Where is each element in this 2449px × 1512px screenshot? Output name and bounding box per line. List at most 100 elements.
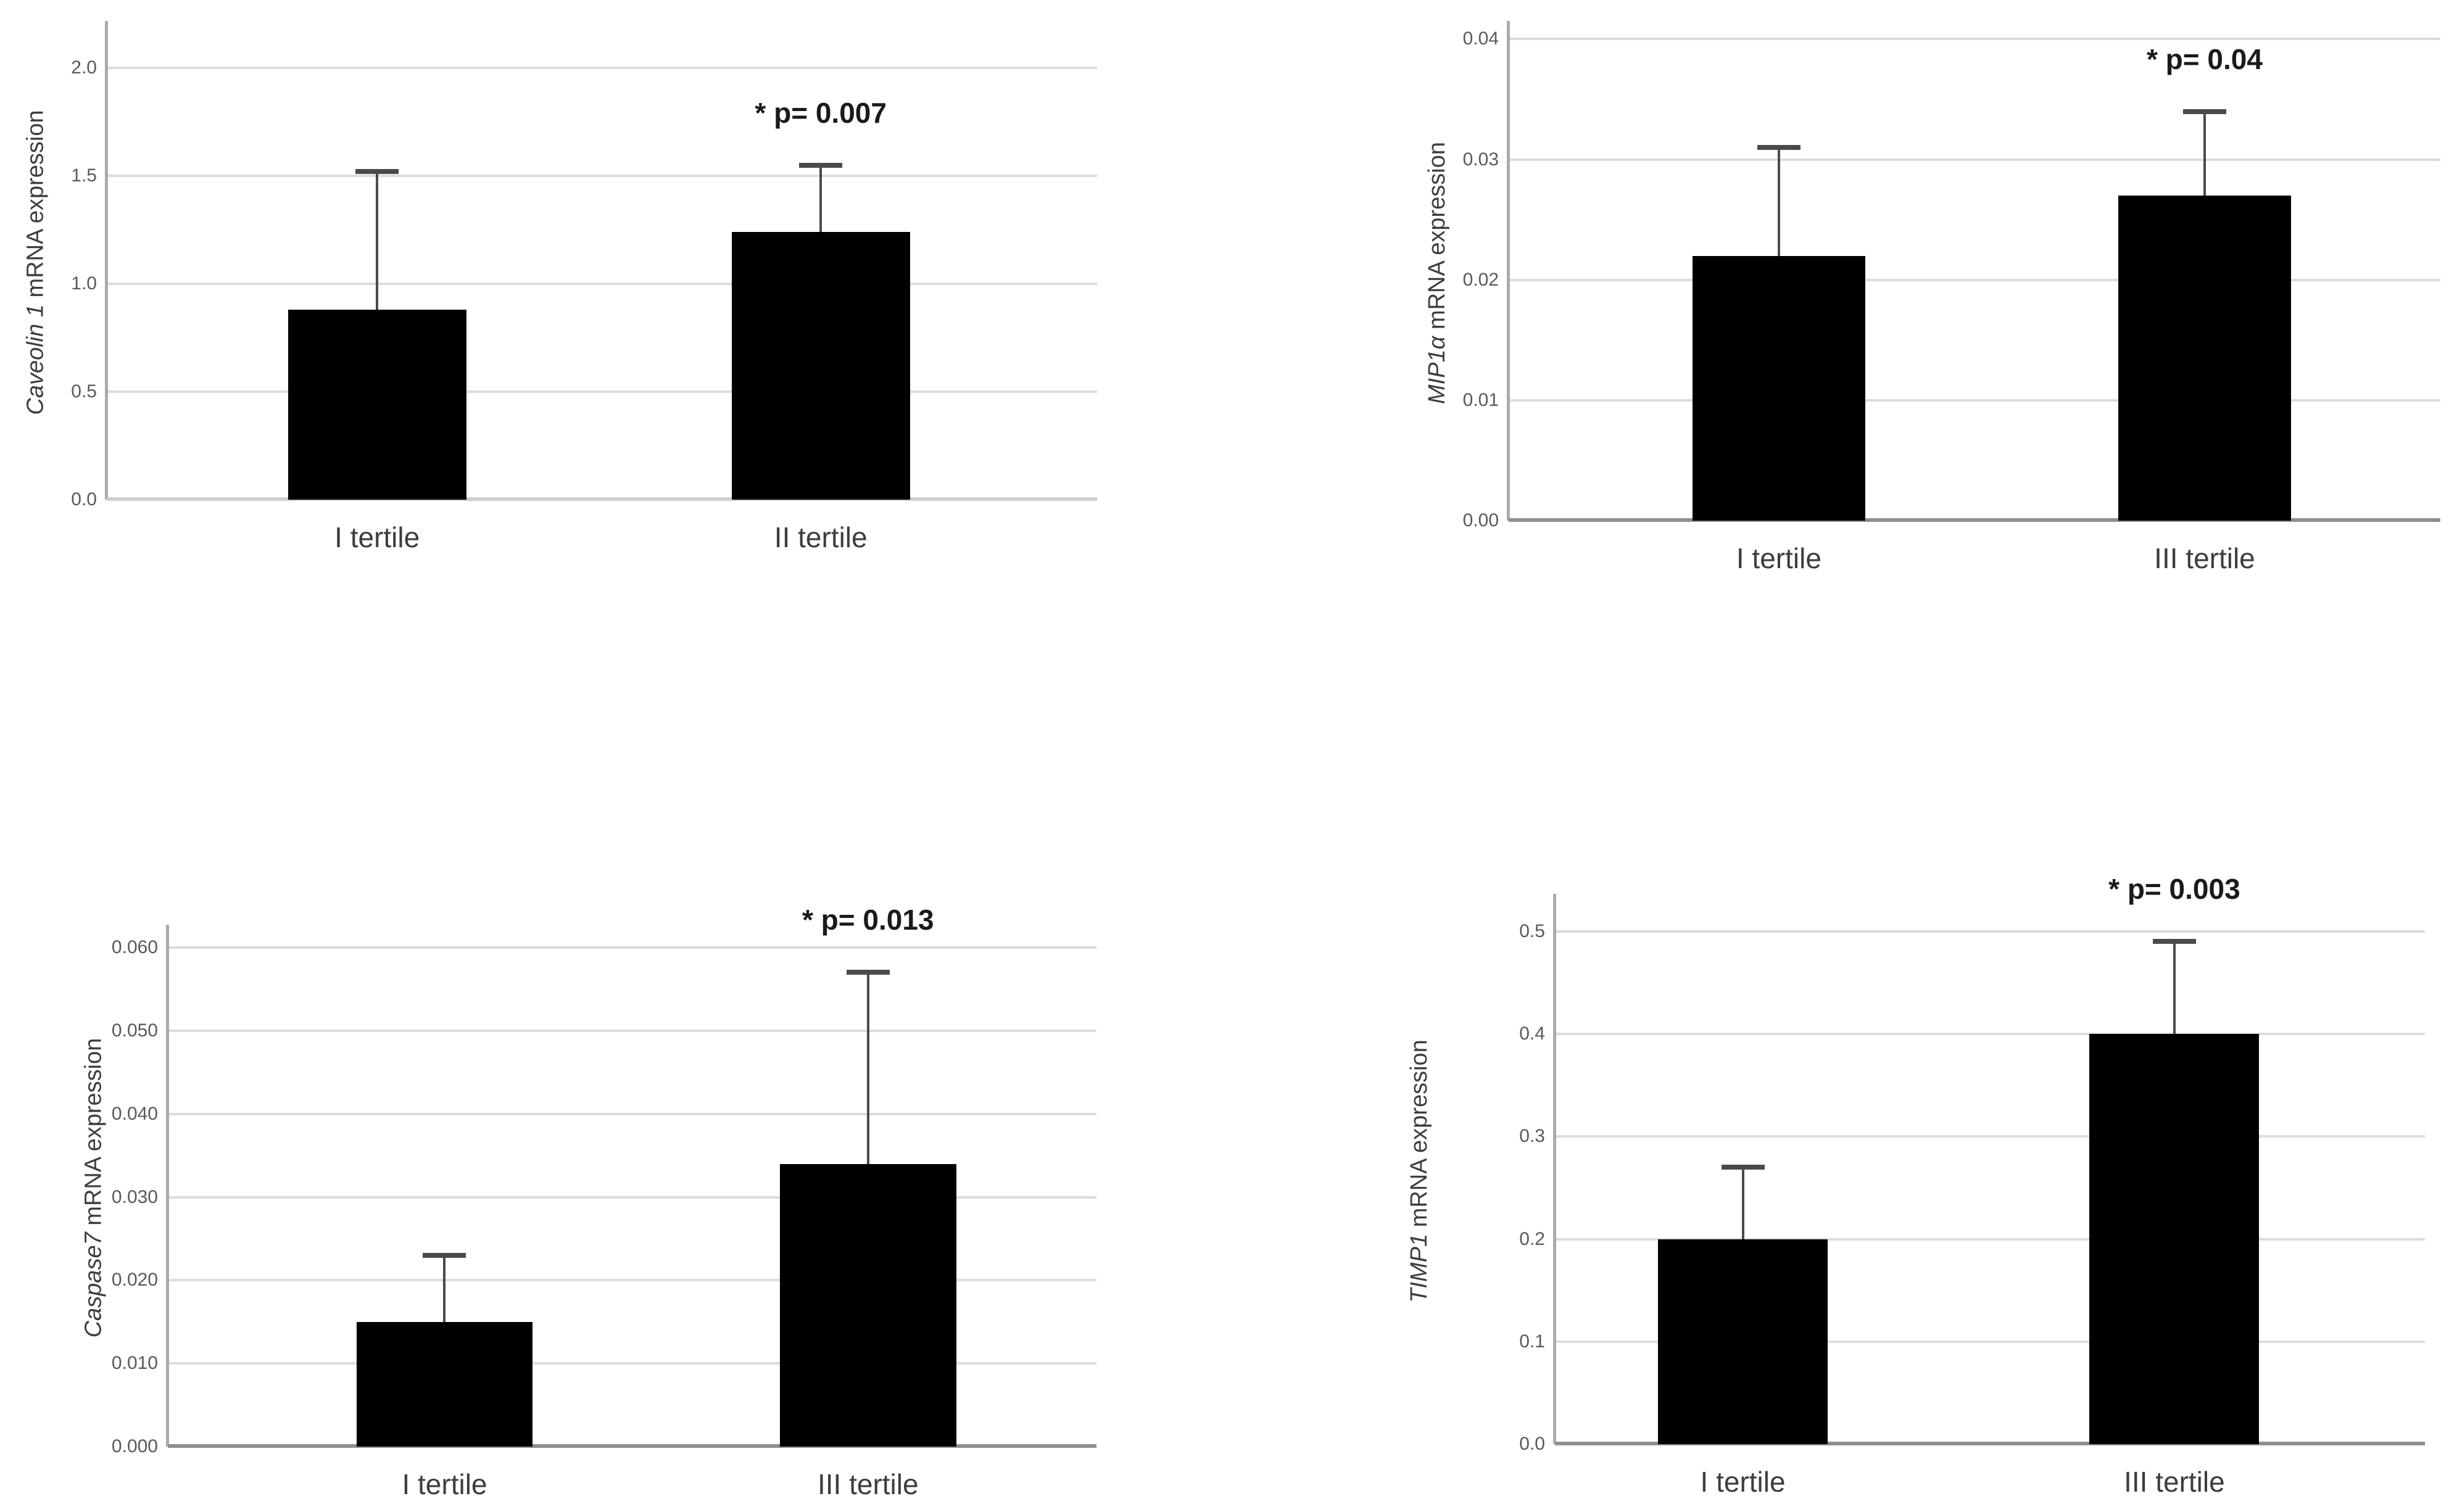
x-category-label: III tertile [2154, 542, 2255, 574]
gridline [107, 390, 1097, 393]
plot-area: 0.00 0.01 0.02 0.03 0.04 [1463, 21, 2440, 531]
x-axis-line [1555, 1442, 2425, 1445]
y-axis-gene-name: Caveolin 1 [22, 304, 49, 415]
plot-area: 0.000 0.010 0.020 0.030 0.040 0.050 0.060 [112, 925, 1096, 1456]
bar-third-tertile [779, 1163, 956, 1447]
gridline [1555, 1033, 2425, 1036]
y-axis-label: MIP1α mRNA expression [1419, 25, 1456, 521]
gridline [1555, 930, 2425, 933]
y-axis-line [1507, 21, 1510, 521]
x-category-label: III tertile [2124, 1466, 2225, 1498]
y-axis-label: TIMP1 mRNA expression [1401, 898, 1438, 1444]
y-tick-label: 0.040 [111, 1103, 158, 1124]
error-bar-cap [423, 1252, 466, 1258]
error-bar-line [1741, 1167, 1744, 1239]
y-tick-label: 1.5 [71, 165, 97, 186]
error-bar-line [2173, 941, 2176, 1035]
bar-first-tertile [356, 1321, 533, 1447]
y-tick-label: 0.3 [1519, 1126, 1545, 1147]
p-value-label: * p= 0.04 [2146, 43, 2263, 75]
y-axis-line [105, 21, 108, 500]
bar-first-tertile [1658, 1239, 1828, 1444]
y-tick-label: 0.000 [111, 1436, 158, 1456]
plot-area: 0.0 0.1 0.2 0.3 0.4 0.5 [1519, 894, 2425, 1454]
bar-first-tertile [288, 310, 466, 500]
y-axis-label-rest: mRNA expression [22, 109, 49, 304]
y-tick-label: 0.02 [1462, 269, 1499, 290]
error-bar-cap [355, 169, 399, 174]
error-bar-line [819, 165, 823, 232]
x-category-label: II tertile [774, 521, 868, 553]
plot-area: 0.0 0.5 1.0 1.5 2.0 [71, 21, 1097, 510]
bar-third-tertile [731, 232, 910, 500]
gridline [1509, 278, 2440, 281]
y-tick-label: 0.00 [1462, 510, 1499, 531]
p-value-label: * p= 0.013 [802, 904, 934, 936]
x-category-label: I tertile [1736, 542, 1821, 574]
x-axis-line [168, 1444, 1096, 1448]
y-axis-line [1553, 894, 1556, 1444]
y-axis-label: Caspase7 mRNA expression [75, 928, 112, 1447]
x-axis-line [107, 497, 1097, 501]
error-bar-cap [846, 970, 890, 975]
gridline [107, 175, 1097, 177]
error-bar-cap [1721, 1165, 1765, 1170]
error-bar-line [443, 1255, 446, 1322]
y-tick-label: 0.2 [1519, 1228, 1545, 1249]
y-tick-label: 1.0 [71, 273, 97, 294]
y-axis-label-rest: mRNA expression [1406, 1039, 1432, 1234]
y-tick-label: 0.1 [1519, 1331, 1545, 1352]
y-tick-label: 0.4 [1519, 1023, 1545, 1044]
y-axis-gene-name: Caspase7 [80, 1231, 107, 1337]
y-axis-gene-name: TIMP1 [1406, 1233, 1432, 1303]
error-bar-cap [1757, 145, 1800, 151]
x-category-label: I tertile [1700, 1466, 1786, 1498]
chart-panel-caspase7: Caspase7 mRNA expression 0.000 0.010 0.020… [81, 904, 1096, 1500]
y-tick-label: 0.030 [111, 1186, 158, 1207]
y-axis-label-rest: mRNA expression [80, 1038, 107, 1232]
error-bar-cap [2152, 939, 2196, 944]
gridline [1555, 1340, 2425, 1343]
gridline [1509, 158, 2440, 161]
bar-first-tertile [1693, 255, 1865, 521]
y-tick-label: 2.0 [71, 57, 97, 78]
chart-panel-caveolin1: Caveolin 1 mRNA expression 0.0 0.5 1.0 1.5 2… [23, 21, 1097, 553]
gridline [107, 283, 1097, 285]
y-tick-label: 0.0 [71, 489, 97, 510]
y-tick-label: 0.050 [111, 1020, 158, 1041]
y-axis-label: Caveolin 1 mRNA expression [17, 25, 54, 500]
y-tick-label: 0.5 [71, 381, 97, 402]
p-value-label: * p= 0.007 [755, 96, 887, 129]
y-axis-gene-name: MIP1α [1424, 336, 1451, 404]
y-tick-label: 0.5 [1519, 920, 1545, 941]
chart-panel-mip1a: MIP1α mRNA expression 0.00 0.01 0.02 0.03 0.… [1425, 21, 2440, 574]
error-bar-cap [2182, 109, 2226, 114]
y-tick-label: 0.04 [1462, 28, 1499, 49]
error-bar-line [1777, 147, 1780, 256]
gridline [168, 946, 1096, 949]
y-axis-label-rest: mRNA expression [1424, 141, 1451, 336]
y-tick-label: 0.03 [1462, 149, 1499, 170]
bar-third-tertile [2118, 196, 2291, 521]
y-tick-label: 0.060 [111, 937, 158, 957]
gridline [1555, 1237, 2425, 1241]
error-bar-line [866, 972, 869, 1164]
y-tick-label: 0.020 [111, 1270, 158, 1291]
gridline [107, 67, 1097, 69]
gridline [1509, 38, 2440, 41]
x-category-label: I tertile [402, 1468, 487, 1500]
y-tick-label: 0.010 [111, 1353, 158, 1374]
p-value-label: * p= 0.003 [2108, 873, 2240, 906]
error-bar-line [2203, 111, 2206, 196]
gridline [168, 1362, 1096, 1365]
x-category-label: III tertile [817, 1468, 919, 1500]
x-axis-line [1509, 518, 2440, 522]
gridline [168, 1029, 1096, 1032]
gridline [168, 1112, 1096, 1115]
y-tick-label: 0.01 [1462, 389, 1499, 410]
chart-panel-timp1: TIMP1 mRNA expression 0.0 0.1 0.2 0.3 0.4 0.5… [1406, 873, 2425, 1498]
error-bar-line [376, 171, 379, 310]
y-tick-label: 0.0 [1519, 1434, 1545, 1454]
bar-third-tertile [2089, 1034, 2260, 1444]
gridline [1509, 399, 2440, 402]
